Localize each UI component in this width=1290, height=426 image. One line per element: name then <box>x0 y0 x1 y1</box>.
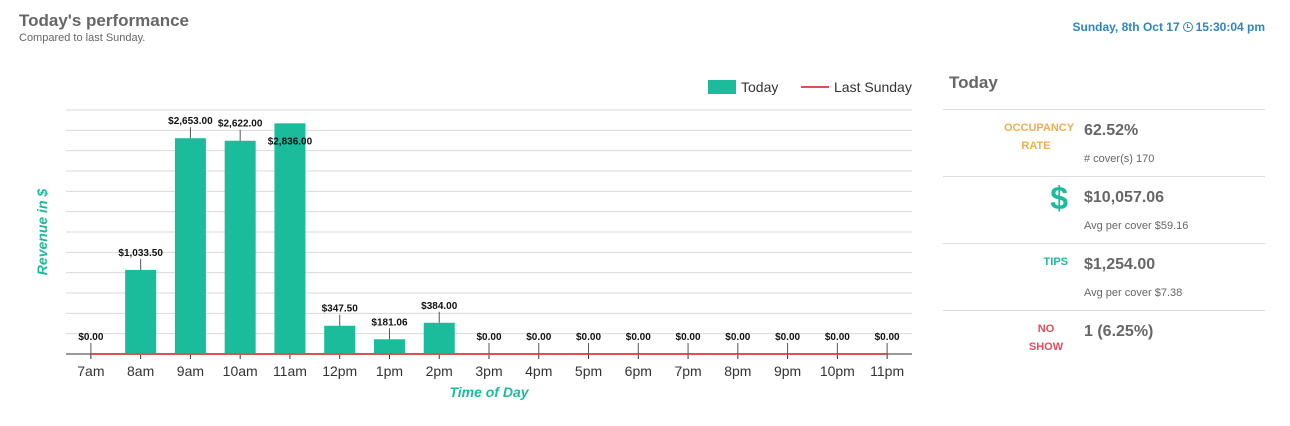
noshow-label: NO SHOW <box>943 311 1068 378</box>
data-label: $181.06 <box>371 317 408 328</box>
x-tick-label: 5pm <box>575 363 602 379</box>
x-tick-label: 1pm <box>376 363 403 379</box>
x-tick-label: 7pm <box>674 363 701 379</box>
data-label: $2,653.00 <box>168 116 213 127</box>
dollar-icon: $ <box>1050 180 1068 216</box>
revenue-row: $ $10,057.06 Avg per cover $59.16 <box>943 177 1265 244</box>
occupancy-row: OCCUPANCY RATE 62.52% # cover(s) 170 <box>943 110 1265 177</box>
tips-label: TIPS <box>1043 256 1068 268</box>
revenue-chart: $0.00 $1,033.50 $2,653.00 $2,622.00 $2,836.0… <box>34 79 912 400</box>
y-axis-title: Revenue in $ <box>34 189 50 276</box>
summary-panel: Today OCCUPANCY RATE 62.52% # cover(s) 1… <box>943 60 1265 378</box>
page-subtitle: Compared to last Sunday. <box>19 32 146 44</box>
occupancy-value: 62.52% <box>1084 122 1139 139</box>
bar <box>274 123 306 354</box>
occupancy-label: OCCUPANCY RATE <box>943 110 1075 176</box>
data-label: $0.00 <box>725 332 750 343</box>
revenue-label: $ <box>943 177 1068 243</box>
legend-label-today: Today <box>741 79 778 95</box>
data-label: $0.00 <box>775 332 800 343</box>
bar <box>423 322 455 354</box>
data-label: $0.00 <box>78 332 103 343</box>
noshow-value: 1 (6.25%) <box>1084 323 1154 340</box>
x-tick-label: 3pm <box>475 363 502 379</box>
data-label: $0.00 <box>825 332 850 343</box>
panel-title: Today <box>943 60 1265 110</box>
data-label: $347.50 <box>322 304 359 315</box>
revenue-avg: Avg per cover $59.16 <box>1084 220 1189 232</box>
covers-count: # cover(s) 170 <box>1084 153 1155 165</box>
x-tick-label: 8pm <box>724 363 751 379</box>
x-tick-label: 2pm <box>426 363 453 379</box>
legend-label-last-sunday: Last Sunday <box>834 79 912 95</box>
datetime: Sunday, 8th Oct 17 15:30:04 pm <box>1072 20 1265 34</box>
x-tick-label: 11am <box>273 363 307 379</box>
bar <box>324 325 356 354</box>
data-label: $1,033.50 <box>118 248 163 259</box>
x-tick-label: 9am <box>177 363 204 379</box>
data-label: $0.00 <box>875 332 900 343</box>
data-label: $0.00 <box>626 332 651 343</box>
bar <box>373 339 405 354</box>
x-tick-label: 11pm <box>870 363 904 379</box>
tips-value: $1,254.00 <box>1084 256 1156 273</box>
bar <box>174 138 206 354</box>
x-tick-label: 8am <box>127 363 154 379</box>
x-tick-label: 6pm <box>625 363 652 379</box>
tips-row: TIPS $1,254.00 Avg per cover $7.38 <box>943 244 1265 311</box>
legend-swatch-today <box>708 80 736 94</box>
data-label: $0.00 <box>526 332 551 343</box>
data-label: $2,622.00 <box>218 119 263 130</box>
page-title: Today's performance <box>19 11 189 30</box>
noshow-row: NO SHOW 1 (6.25%) <box>943 311 1265 378</box>
x-tick-label: 9pm <box>774 363 801 379</box>
data-label: $384.00 <box>421 301 458 312</box>
bar <box>224 140 256 354</box>
clock-icon <box>1182 22 1193 32</box>
bar <box>125 269 157 354</box>
x-tick-label: 10am <box>223 363 258 379</box>
occupancy-label-text: OCCUPANCY RATE <box>1004 122 1075 152</box>
date-text: Sunday, 8th Oct 17 <box>1072 20 1180 34</box>
x-tick-label: 10pm <box>820 363 855 379</box>
time-text: 15:30:04 pm <box>1195 20 1265 34</box>
data-label: $0.00 <box>676 332 701 343</box>
tips-avg: Avg per cover $7.38 <box>1084 287 1183 299</box>
x-tick-label: 12pm <box>322 363 357 379</box>
x-axis-title: Time of Day <box>449 384 529 400</box>
revenue-value: $10,057.06 <box>1084 189 1165 206</box>
data-label: $2,836.00 <box>268 136 313 147</box>
x-tick-label: 4pm <box>525 363 552 379</box>
x-tick-label: 7am <box>77 363 104 379</box>
data-label: $0.00 <box>576 332 601 343</box>
data-label: $0.00 <box>476 332 501 343</box>
noshow-label-text: NO SHOW <box>1028 323 1064 353</box>
